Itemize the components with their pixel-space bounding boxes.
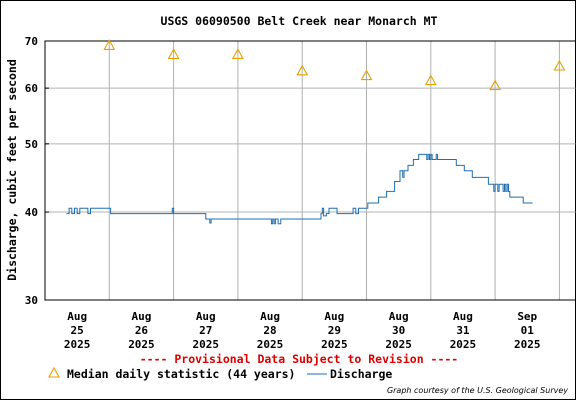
x-tick-text: 27	[199, 324, 212, 337]
median-marker	[231, 48, 244, 59]
x-tick-text: Aug	[389, 310, 409, 323]
x-tick-text: 2025	[64, 338, 91, 351]
legend-label-median: Median daily statistic (44 years)	[67, 367, 295, 381]
x-tick-text: 2025	[193, 338, 220, 351]
y-axis-ticks: 30 40 50 60 70	[25, 35, 49, 307]
x-tick-text: Aug	[67, 310, 87, 323]
x-tick-text: 26	[135, 324, 149, 337]
x-tick-text: 28	[263, 324, 276, 337]
y-tick-label: 40	[25, 206, 38, 219]
y-axis-label: Discharge, cubic feet per second	[5, 59, 19, 281]
x-tick-text: 2025	[450, 338, 477, 351]
chart-title: USGS 06090500 Belt Creek near Monarch MT	[161, 14, 438, 28]
median-marker	[553, 59, 566, 71]
legend-label-discharge: Discharge	[330, 367, 392, 381]
x-axis-ticks: Aug252025Aug262025Aug272025Aug282025Aug2…	[64, 310, 541, 351]
grid-lines	[45, 40, 576, 301]
x-tick-text: Aug	[260, 310, 280, 323]
x-tick-text: 2025	[257, 338, 284, 351]
x-tick-text: 29	[328, 324, 341, 337]
x-tick-text: 2025	[514, 338, 541, 351]
provisional-note: ---- Provisional Data Subject to Revisio…	[140, 352, 459, 366]
median-marker	[424, 74, 437, 86]
x-tick-text: 2025	[128, 338, 155, 351]
y-tick-label: 60	[25, 82, 38, 95]
discharge-line	[66, 153, 533, 225]
median-marker	[103, 39, 116, 50]
x-tick-text: Aug	[196, 310, 216, 323]
legend: Median daily statistic (44 years) Discha…	[48, 366, 392, 381]
x-tick-text: Aug	[324, 310, 344, 323]
y-tick-label: 30	[25, 294, 38, 307]
x-tick-text: 2025	[385, 338, 412, 351]
x-tick-text: 01	[521, 324, 535, 337]
plot-area	[44, 40, 576, 301]
y-tick-label: 50	[25, 138, 38, 151]
x-tick-text: Sep	[517, 310, 537, 323]
median-marker	[360, 69, 373, 81]
legend-triangle-icon	[48, 366, 60, 378]
x-tick-text: 25	[71, 324, 84, 337]
x-tick-text: 2025	[321, 338, 348, 351]
median-series	[103, 39, 566, 91]
y-tick-label: 70	[25, 35, 38, 48]
credit-text: Graph courtesy of the U.S. Geological Su…	[387, 386, 568, 395]
median-marker	[296, 64, 309, 76]
median-marker	[167, 48, 180, 59]
median-marker	[489, 79, 502, 91]
discharge-series	[66, 153, 533, 225]
x-tick-text: Aug	[132, 310, 152, 323]
x-tick-text: 31	[456, 324, 470, 337]
x-tick-text: 30	[392, 324, 405, 337]
x-tick-text: Aug	[453, 310, 473, 323]
